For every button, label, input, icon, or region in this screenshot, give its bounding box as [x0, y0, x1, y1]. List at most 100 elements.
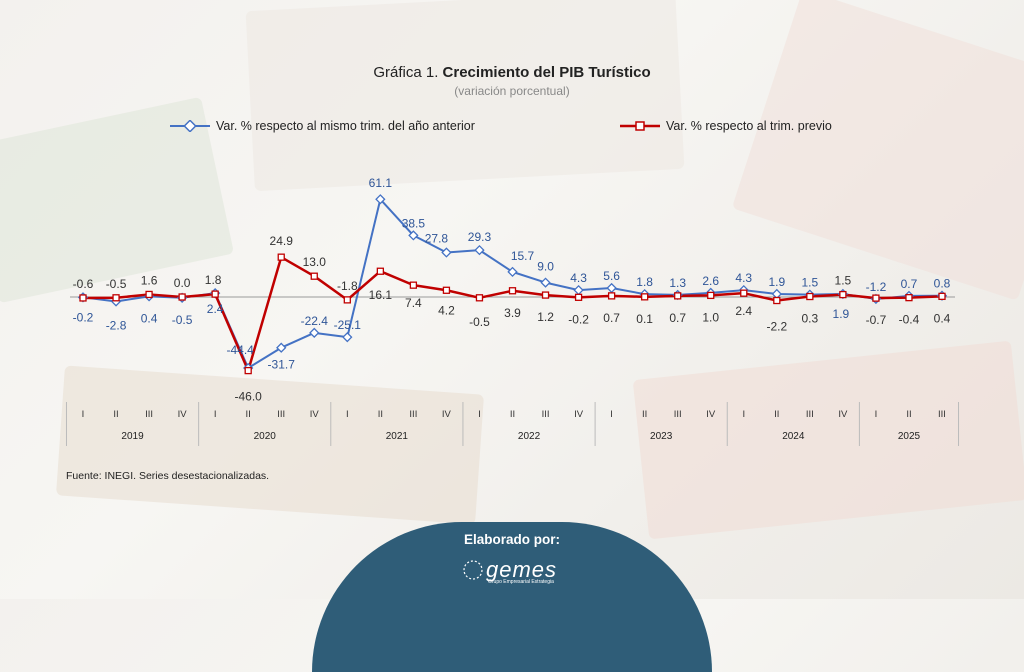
data-label-qoq: 0.3	[802, 312, 819, 326]
x-tick-label: IV	[310, 409, 320, 420]
data-label-yoy: 1.5	[802, 276, 819, 290]
x-tick-label: I	[610, 409, 613, 420]
data-label-yoy: -0.2	[73, 310, 94, 324]
x-tick-label: III	[938, 409, 946, 420]
data-label-qoq: 24.9	[270, 234, 294, 248]
data-label-yoy: 1.9	[833, 307, 850, 321]
data-label-qoq: -0.2	[568, 312, 589, 326]
data-label-yoy: 1.8	[636, 275, 653, 289]
title-main: Crecimiento del PIB Turístico	[442, 64, 651, 81]
legend-line-marker-icon	[620, 121, 660, 131]
x-tick-label: IV	[178, 409, 188, 420]
data-point-qoq	[806, 292, 814, 301]
data-point-yoy	[771, 288, 782, 300]
x-tick-label: III	[674, 409, 682, 420]
x-tick-label: II	[246, 409, 251, 420]
data-point-yoy	[375, 194, 386, 205]
x-tick-label: II	[113, 409, 118, 420]
data-point-qoq	[310, 272, 318, 280]
data-point-qoq	[707, 291, 715, 300]
data-point-qoq	[211, 290, 219, 298]
data-point-yoy	[540, 277, 551, 288]
x-tick-label: IV	[442, 409, 452, 420]
data-label-yoy: 1.9	[768, 275, 785, 289]
data-label-yoy: 0.7	[901, 277, 918, 291]
data-point-qoq	[839, 290, 847, 299]
legend-item-qoq: Var. % respecto al trim. previo	[620, 119, 832, 133]
legend-label-qoq: Var. % respecto al trim. previo	[666, 119, 832, 133]
chart-title: Gráfica 1. Crecimiento del PIB Turístico	[0, 64, 1024, 81]
title-prefix: Gráfica 1.	[373, 64, 439, 81]
data-point-qoq	[475, 294, 484, 302]
x-tick-label: IV	[838, 409, 848, 420]
x-tick-label: IV	[706, 409, 716, 420]
data-label-qoq: 2.4	[735, 304, 752, 318]
chart-subtitle: (variación porcentual)	[454, 84, 570, 98]
data-point-yoy	[309, 327, 320, 339]
x-year-label: 2022	[518, 431, 541, 442]
data-label-qoq: 16.1	[369, 288, 393, 302]
logo-ring-icon	[463, 560, 483, 580]
data-point-qoq	[905, 293, 913, 302]
line-chart: -0.2 -2.8 0.4 -0.5 2.4 -44.4 -31.7 -22.4 -25.1 61…	[65, 176, 960, 446]
data-point-qoq	[674, 292, 682, 300]
data-point-yoy	[276, 342, 287, 353]
data-label-qoq: 0.1	[636, 312, 653, 326]
x-year-label: 2023	[650, 431, 673, 442]
data-point-yoy	[408, 230, 419, 241]
data-point-qoq	[178, 293, 186, 301]
data-point-yoy	[342, 331, 353, 343]
x-tick-label: II	[906, 409, 911, 420]
data-label-qoq: 1.8	[205, 273, 222, 287]
footer-label: Elaborado por:	[463, 532, 560, 547]
data-label-qoq: -0.7	[866, 313, 887, 327]
data-label-yoy: 0.8	[934, 277, 951, 291]
data-label-yoy: -22.4	[301, 314, 329, 328]
data-label-yoy: 5.6	[603, 269, 620, 283]
data-label-yoy: 9.0	[537, 260, 554, 274]
data-point-qoq	[277, 253, 285, 261]
logo-text: gemes	[486, 557, 558, 582]
data-label-yoy: 2.4	[207, 302, 224, 316]
data-point-yoy	[573, 284, 584, 296]
data-point-qoq	[343, 296, 351, 304]
data-label-yoy: 15.7	[511, 249, 535, 263]
data-point-yoy	[441, 247, 452, 258]
x-tick-label: II	[510, 409, 515, 420]
data-label-yoy: 38.5	[402, 216, 426, 230]
data-point-qoq	[442, 286, 451, 294]
x-year-label: 2020	[254, 431, 277, 442]
logo-subtext: Grupo Empresarial Estrategia	[488, 579, 554, 585]
data-label-qoq: -0.4	[899, 313, 920, 327]
data-label-yoy: -2.8	[106, 318, 127, 332]
x-tick-label: I	[214, 409, 217, 420]
data-label-qoq: 1.2	[537, 310, 554, 324]
data-point-qoq	[376, 267, 384, 275]
x-tick-label: III	[542, 409, 550, 420]
data-label-qoq: -0.5	[469, 315, 490, 329]
data-label-qoq: -0.6	[73, 277, 94, 291]
data-label-qoq: -46.0	[235, 390, 263, 404]
data-label-yoy: 27.8	[425, 232, 449, 246]
data-label-qoq: -2.2	[766, 320, 787, 334]
data-point-qoq	[244, 366, 252, 375]
data-point-yoy	[474, 244, 485, 256]
x-tick-label: I	[478, 409, 481, 420]
data-label-qoq: 7.4	[405, 296, 422, 310]
data-point-yoy	[606, 282, 617, 294]
data-label-qoq: 0.4	[934, 311, 951, 325]
data-label-qoq: 0.0	[174, 276, 191, 290]
x-tick-label: II	[774, 409, 779, 420]
x-year-label: 2024	[782, 431, 805, 442]
data-label-qoq: 13.0	[303, 255, 327, 269]
data-point-qoq	[938, 292, 946, 301]
data-label-qoq: 0.7	[669, 311, 686, 325]
data-label-yoy: 1.3	[669, 276, 686, 290]
data-point-yoy	[507, 266, 518, 278]
x-tick-label: I	[82, 409, 85, 420]
data-label-qoq: 3.9	[504, 306, 521, 320]
data-label-yoy: 2.6	[702, 274, 719, 288]
x-tick-label: II	[378, 409, 383, 420]
data-point-qoq	[574, 293, 583, 301]
data-label-yoy: 4.3	[570, 271, 587, 285]
